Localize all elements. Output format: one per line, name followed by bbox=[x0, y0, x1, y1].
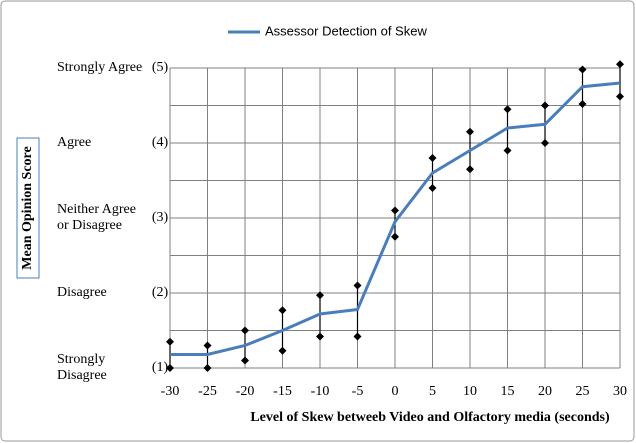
x-tick-label: -25 bbox=[198, 384, 217, 399]
error-cap bbox=[503, 105, 512, 114]
error-cap bbox=[503, 146, 512, 155]
x-tick-label: -15 bbox=[273, 384, 292, 399]
y-tick-label: or Disagree bbox=[57, 218, 122, 233]
error-cap bbox=[541, 139, 549, 147]
legend-label: Assessor Detection of Skew bbox=[265, 23, 427, 38]
y-tick-label: Disagree bbox=[57, 368, 107, 383]
ylabel-box bbox=[16, 137, 40, 279]
data-line bbox=[170, 81, 621, 356]
error-cap bbox=[466, 165, 474, 174]
error-cap bbox=[353, 332, 362, 341]
x-tick-label: 5 bbox=[429, 384, 436, 399]
x-tick-label: 0 bbox=[392, 384, 399, 399]
y-tick-code: (4) bbox=[152, 135, 169, 150]
error-cap bbox=[391, 206, 399, 215]
error-cap bbox=[353, 281, 362, 290]
y-tick-code: (2) bbox=[152, 285, 169, 300]
x-tick-label: 30 bbox=[613, 384, 627, 399]
error-cap bbox=[203, 364, 212, 372]
y-tick-label: Neither Agree bbox=[57, 202, 136, 217]
x-tick-label: 20 bbox=[538, 384, 552, 399]
error-cap bbox=[166, 337, 174, 346]
x-tick-label: 15 bbox=[501, 384, 515, 399]
y-tick-label: Strongly Agree bbox=[57, 60, 142, 75]
x-tick-label: -10 bbox=[311, 384, 330, 399]
error-cap bbox=[316, 332, 324, 341]
y-tick-label: Disagree bbox=[57, 285, 107, 300]
x-tick-label: -5 bbox=[352, 384, 364, 399]
x-axis-title: Level of Skew betweeb Video and Olfactor… bbox=[250, 410, 610, 425]
error-cap bbox=[278, 306, 287, 315]
error-cap bbox=[541, 101, 549, 110]
error-cap bbox=[241, 356, 249, 365]
error-cap bbox=[241, 326, 249, 335]
error-cap bbox=[616, 92, 624, 101]
error-cap bbox=[578, 100, 587, 108]
error-cap bbox=[391, 232, 399, 241]
y-axis-title: Mean Opinion Score bbox=[20, 146, 35, 269]
x-tick-label: 25 bbox=[576, 384, 590, 399]
error-cap bbox=[278, 346, 287, 355]
error-cap bbox=[203, 341, 212, 350]
error-cap bbox=[578, 65, 587, 74]
error-cap bbox=[616, 60, 624, 69]
x-tick-label: -30 bbox=[161, 384, 180, 399]
error-cap bbox=[466, 127, 474, 136]
y-tick-label: Agree bbox=[57, 135, 91, 150]
y-tick-code: (3) bbox=[152, 210, 169, 225]
error-cap bbox=[428, 184, 437, 192]
x-tick-label: -20 bbox=[236, 384, 255, 399]
y-tick-label: Strongly bbox=[57, 352, 105, 367]
y-tick-code: (1) bbox=[152, 360, 169, 375]
error-cap bbox=[316, 291, 324, 300]
y-tick-code: (5) bbox=[152, 60, 169, 75]
error-cap bbox=[166, 364, 174, 372]
error-cap bbox=[428, 154, 437, 162]
x-tick-label: 10 bbox=[463, 384, 477, 399]
